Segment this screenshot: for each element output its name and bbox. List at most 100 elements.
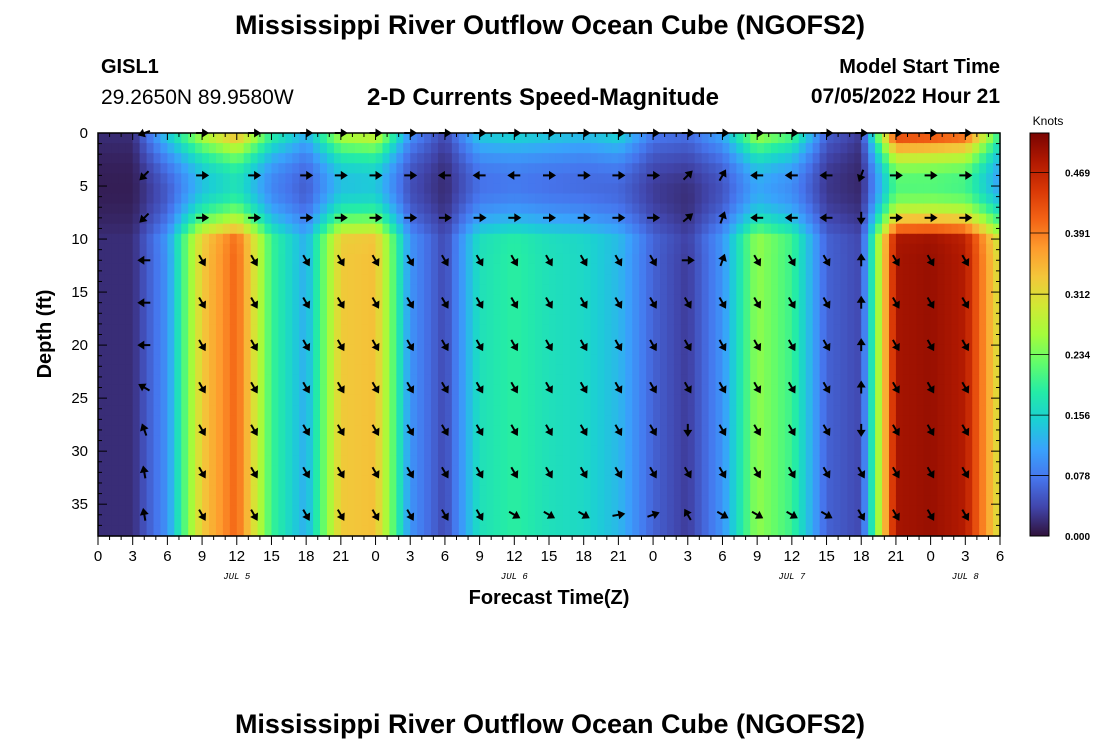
heatmap-cell — [146, 173, 155, 184]
heatmap-cell — [639, 394, 647, 406]
heatmap-cell — [798, 445, 807, 456]
heatmap-cell — [465, 153, 474, 164]
heatmap-cell — [861, 173, 869, 184]
heatmap-cell — [680, 374, 689, 386]
heatmap-cell — [354, 203, 363, 215]
heatmap-cell — [618, 304, 626, 315]
heatmap-cell — [611, 223, 619, 235]
heatmap-cell — [583, 374, 592, 386]
heatmap-cell — [222, 324, 231, 336]
heatmap-cell — [250, 324, 259, 336]
heatmap-cell — [757, 334, 765, 346]
heatmap-cell — [722, 364, 730, 376]
heatmap-cell — [444, 485, 453, 497]
heatmap-cell — [729, 133, 737, 144]
heatmap-cell — [757, 364, 765, 376]
heatmap-cell — [777, 425, 786, 436]
heatmap-cell — [209, 445, 217, 456]
heatmap-cell — [819, 133, 828, 144]
heatmap-cell — [354, 183, 363, 195]
heatmap-cell — [333, 485, 342, 497]
heatmap-cell — [750, 405, 758, 416]
heatmap-cell — [757, 183, 765, 195]
heatmap-cell — [278, 354, 286, 366]
heatmap-cell — [451, 485, 460, 497]
heatmap-cell — [653, 314, 661, 326]
heatmap-cell — [174, 515, 182, 527]
heatmap-cell — [604, 475, 613, 487]
heatmap-cell — [944, 364, 953, 376]
heatmap-cell — [181, 304, 189, 315]
heatmap-cell — [694, 415, 703, 426]
heatmap-cell — [188, 324, 196, 336]
heatmap-cell — [111, 284, 120, 295]
heatmap-cell — [465, 193, 474, 205]
heatmap-cell — [202, 394, 210, 406]
heatmap-cell — [777, 384, 786, 396]
heatmap-cell — [292, 364, 300, 376]
heatmap-cell — [299, 193, 307, 205]
heatmap-cell — [111, 203, 120, 215]
heatmap-cell — [98, 344, 106, 356]
heatmap-cell — [292, 334, 300, 346]
heatmap-cell — [618, 274, 626, 285]
heatmap-cell — [736, 475, 744, 487]
heatmap-cell — [153, 274, 162, 285]
heatmap-cell — [306, 133, 314, 144]
heatmap-cell — [701, 314, 710, 326]
heatmap-cell — [861, 213, 869, 225]
heatmap-cell — [680, 394, 689, 406]
heatmap-cell — [174, 183, 182, 195]
heatmap-cell — [646, 515, 654, 527]
heatmap-cell — [528, 445, 536, 456]
heatmap-cell — [125, 445, 134, 456]
heatmap-cell — [576, 133, 585, 144]
heatmap-cell — [618, 384, 626, 396]
heatmap-cell — [888, 223, 897, 235]
heatmap-cell — [882, 374, 890, 386]
heatmap-cell — [347, 304, 356, 315]
heatmap-cell — [784, 203, 793, 215]
heatmap-cell — [437, 525, 446, 537]
heatmap-cell — [229, 183, 238, 195]
heatmap-cell — [562, 525, 571, 537]
heatmap-cell — [743, 153, 751, 164]
heatmap-cell — [215, 223, 224, 235]
heatmap-cell — [299, 384, 307, 396]
heatmap-cell — [264, 163, 273, 174]
heatmap-cell — [299, 405, 307, 416]
heatmap-cell — [798, 274, 807, 285]
heatmap-cell — [757, 294, 765, 305]
heatmap-cell — [784, 253, 793, 265]
heatmap-cell — [313, 465, 321, 477]
heatmap-cell — [292, 143, 300, 154]
heatmap-cell — [660, 173, 668, 184]
heatmap-cell — [202, 173, 210, 184]
heatmap-cell — [798, 294, 807, 305]
heatmap-cell — [590, 213, 599, 225]
heatmap-cell — [930, 374, 939, 386]
heatmap-cell — [937, 505, 946, 517]
heatmap-cell — [375, 405, 384, 416]
heatmap-cell — [701, 505, 710, 517]
heatmap-cell — [701, 233, 710, 245]
heatmap-cell — [431, 495, 439, 507]
heatmap-cell — [673, 485, 682, 497]
heatmap-cell — [451, 455, 460, 467]
heatmap-cell — [167, 263, 175, 275]
heatmap-cell — [465, 415, 474, 426]
heatmap-cell — [146, 394, 155, 406]
heatmap-cell — [347, 284, 356, 295]
heatmap-cell — [118, 143, 127, 154]
heatmap-cell — [340, 455, 349, 467]
heatmap-cell — [729, 515, 737, 527]
heatmap-cell — [736, 334, 744, 346]
heatmap-cell — [521, 163, 529, 174]
heatmap-cell — [528, 233, 536, 245]
heatmap-cell — [278, 394, 286, 406]
heatmap-cell — [313, 173, 321, 184]
heatmap-cell — [292, 233, 300, 245]
heatmap-cell — [458, 485, 467, 497]
heatmap-cell — [410, 203, 418, 215]
heatmap-cell — [861, 183, 869, 195]
